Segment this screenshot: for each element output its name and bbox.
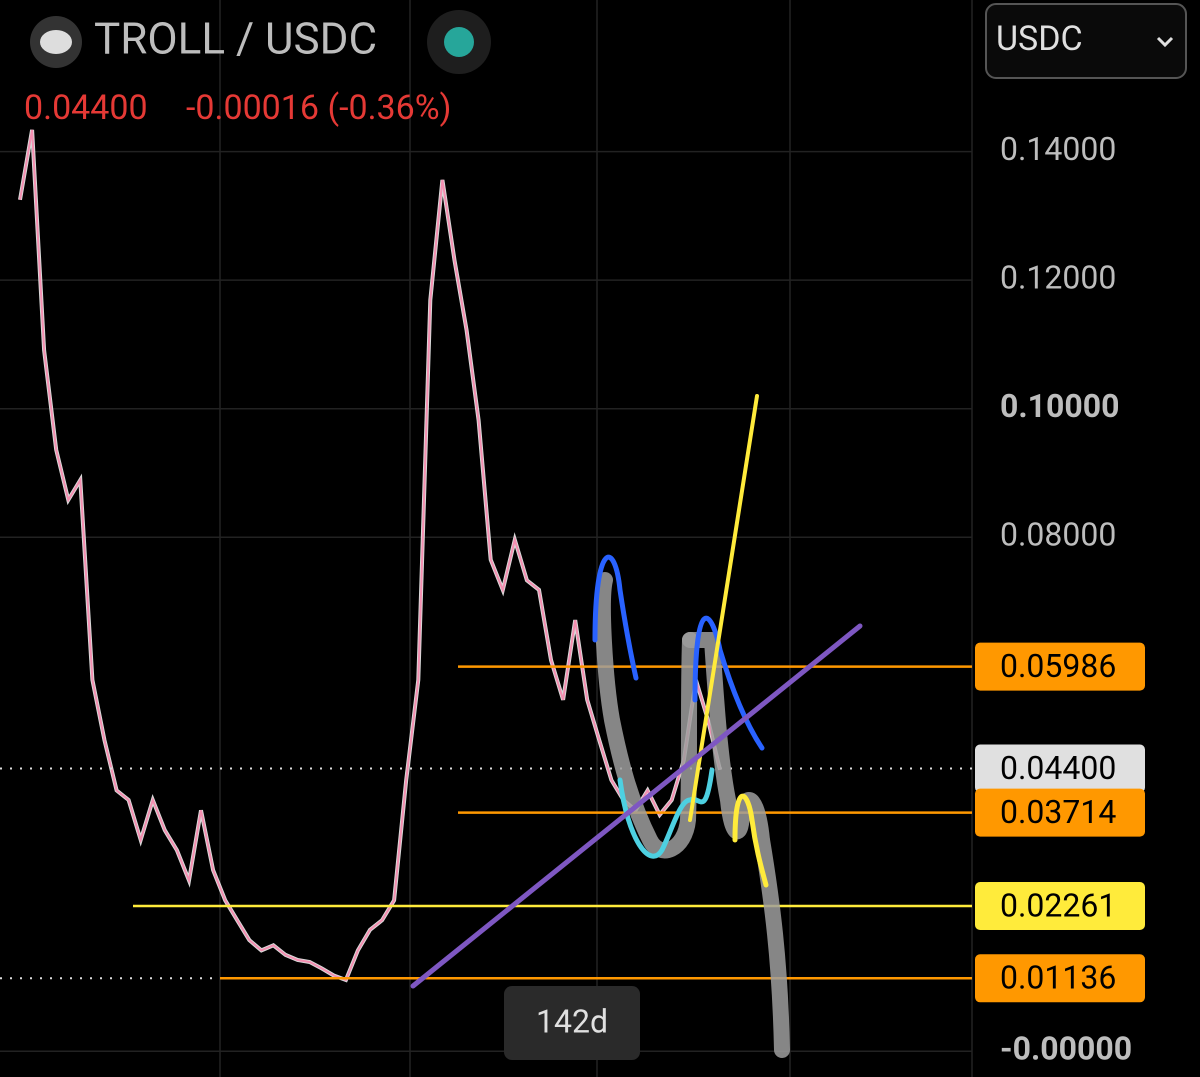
price-change: -0.00016 (-0.36%) [186,88,452,128]
vertical-grid [219,0,973,1077]
annotation-line [688,394,759,822]
range-label: 142d [536,1002,608,1040]
level-tag-label: 0.05986 [1000,647,1116,685]
y-tick-label: 0.10000 [1000,387,1119,425]
quote-select-label[interactable]: USDC [996,19,1083,59]
annotation-stroke [595,572,698,859]
levels [0,665,972,980]
annotation-curve [617,767,715,859]
series [18,129,722,983]
y-tick-label: 0.12000 [1000,259,1116,297]
pair-title: TROLL / USDC [94,13,377,65]
price-line [18,129,722,983]
annotations [410,394,863,1058]
level-tag [975,788,1145,837]
chevron[interactable] [1156,36,1174,48]
level-tag [975,642,1145,691]
header: TROLL / USDC 0.04400 -0.00016 (-0.36%) U… [24,3,1187,128]
trend-line [410,623,863,989]
y-tick-label: 0.14000 [1000,130,1116,168]
level-tag-label: 0.02261 [1000,886,1116,924]
token-icon-face [40,30,72,54]
level-tag-label: 0.03714 [1000,793,1116,831]
price-line-overlay [19,129,721,982]
level-tag [975,954,1145,1003]
price-axis: 0.14000 0.12000 0.10000 0.08000 -0.00000 0.04… [975,130,1145,1068]
y-tick-label: -0.00000 [1000,1030,1132,1068]
grid [0,150,972,1053]
annotation-curve [592,554,639,681]
annotation-curve [732,793,769,888]
current-price-tag-label: 0.04400 [1000,749,1116,787]
y-tick-label: 0.08000 [1000,516,1116,554]
current-price-tag [975,744,1145,793]
level-tag-label: 0.01136 [1000,959,1116,997]
range-label-box [504,986,640,1060]
current-price: 0.04400 [24,88,148,128]
level-tag [975,882,1145,931]
quote-select[interactable] [985,3,1187,79]
annotation-stroke [682,632,790,1058]
status-dot [444,27,474,57]
